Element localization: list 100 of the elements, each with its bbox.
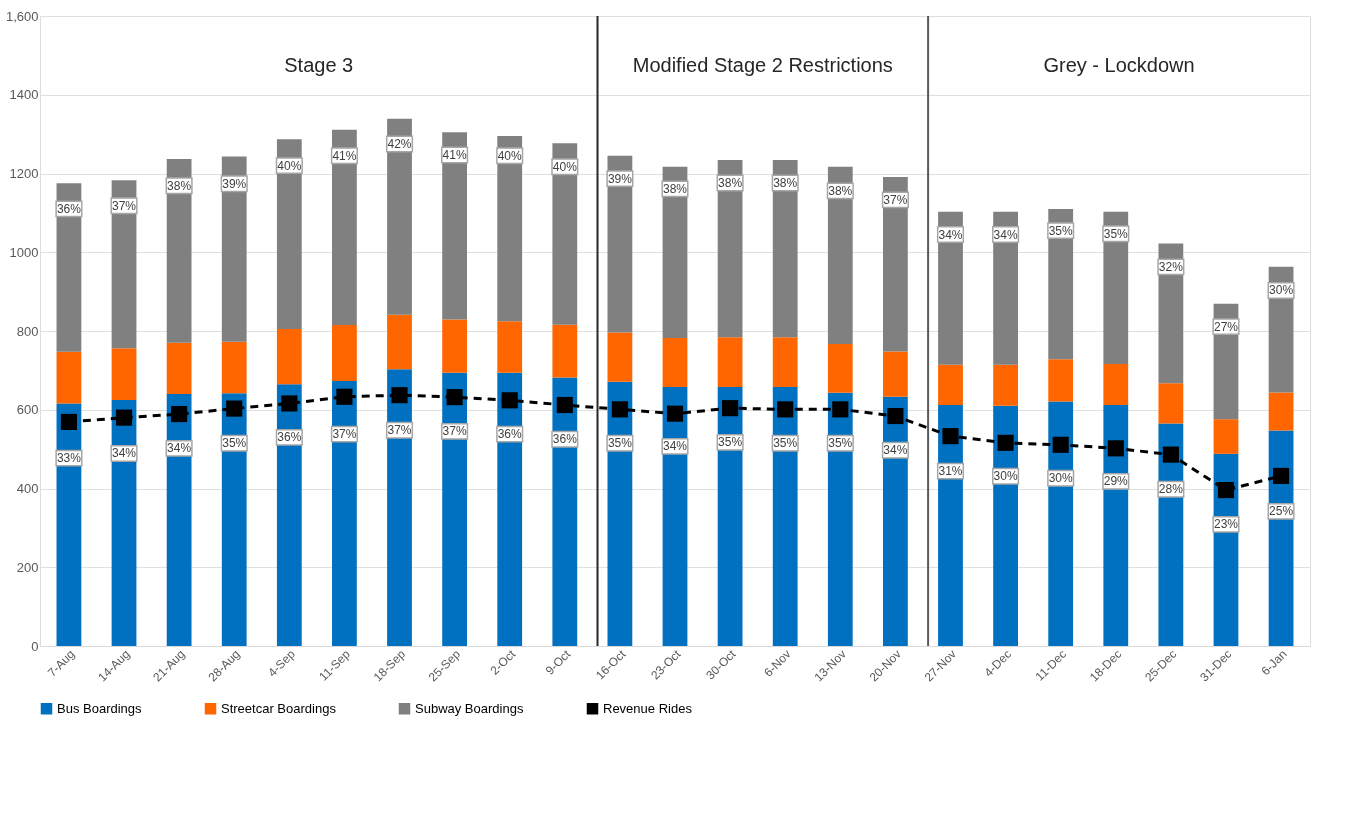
annotation: 35% xyxy=(1048,223,1074,238)
bar xyxy=(276,329,302,385)
annotation: 37% xyxy=(332,427,357,442)
bar xyxy=(1048,401,1074,646)
y-tick-label: 400 xyxy=(16,481,39,496)
bar xyxy=(1048,359,1074,402)
point xyxy=(1273,467,1290,484)
annotation: 28% xyxy=(1158,482,1184,497)
y-tick-label: 600 xyxy=(16,402,39,418)
annotation: 40% xyxy=(552,159,578,174)
bar xyxy=(497,372,523,646)
legend-label: Revenue Rides xyxy=(603,700,693,716)
y-tick-label: 1200 xyxy=(9,166,39,181)
annotation: Modified Stage 2 Restrictions xyxy=(632,54,893,76)
annotation: 35% xyxy=(607,436,633,451)
bar xyxy=(662,338,688,387)
bar xyxy=(993,211,1018,365)
point xyxy=(556,396,573,414)
bar xyxy=(1213,419,1239,454)
point xyxy=(997,434,1014,451)
bar xyxy=(607,332,633,382)
legend-label: Subway Boardings xyxy=(415,700,524,716)
bar xyxy=(1268,392,1294,431)
annotation: 36% xyxy=(552,432,578,447)
bar xyxy=(607,381,633,646)
legend-label: Bus Boardings xyxy=(57,700,143,716)
annotation: 34% xyxy=(167,441,192,456)
annotation: 36% xyxy=(277,430,302,445)
point xyxy=(722,400,739,417)
point xyxy=(446,389,463,406)
annotation: 34% xyxy=(662,439,688,454)
bar xyxy=(56,403,82,646)
bar xyxy=(827,343,853,393)
point xyxy=(60,413,77,431)
annotation: 34% xyxy=(993,227,1018,242)
annotation: 27% xyxy=(1213,319,1239,334)
y-tick-label: 0 xyxy=(31,638,39,654)
bar xyxy=(166,158,192,343)
bar xyxy=(442,319,468,373)
bar xyxy=(882,351,908,397)
bar xyxy=(221,341,247,394)
bar xyxy=(882,177,908,352)
point xyxy=(501,392,518,409)
annotation: 38% xyxy=(167,178,192,193)
annotation: 30% xyxy=(993,469,1018,484)
bar xyxy=(552,324,578,378)
annotation: 23% xyxy=(1213,517,1239,532)
bar xyxy=(442,132,468,320)
annotation: 34% xyxy=(883,443,908,458)
annotation: 38% xyxy=(662,181,688,196)
annotation: 36% xyxy=(497,427,523,442)
point xyxy=(226,400,243,417)
annotation: 41% xyxy=(442,147,467,162)
point xyxy=(832,401,849,418)
annotation: 31% xyxy=(938,464,963,479)
annotation: 35% xyxy=(773,436,798,451)
annotation: Grey - Lockdown xyxy=(1043,54,1195,76)
bar xyxy=(1103,405,1129,646)
point xyxy=(666,405,684,422)
bar xyxy=(717,386,743,646)
bar xyxy=(827,166,853,344)
bar xyxy=(552,377,578,646)
point xyxy=(611,401,628,418)
bar xyxy=(772,337,798,387)
annotation: 38% xyxy=(773,175,798,190)
bar xyxy=(662,386,688,646)
annotation: 35% xyxy=(828,436,853,451)
point xyxy=(115,409,133,426)
bar xyxy=(276,384,302,646)
point xyxy=(1052,436,1069,453)
bar xyxy=(332,325,357,382)
annotation: Stage 3 xyxy=(284,54,354,76)
annotation: 32% xyxy=(1158,259,1184,274)
annotation: 37% xyxy=(387,423,412,438)
bar xyxy=(166,394,192,646)
bar xyxy=(276,139,302,330)
annotation: 40% xyxy=(497,148,523,163)
bar xyxy=(772,160,798,338)
point xyxy=(1107,440,1124,457)
annotation: 39% xyxy=(607,171,633,186)
annotation: 40% xyxy=(277,158,302,173)
annotation: 37% xyxy=(112,198,137,213)
bar xyxy=(387,314,412,370)
annotation: 30% xyxy=(1048,471,1074,486)
annotation: 35% xyxy=(1103,226,1129,241)
legend-label: Streetcar Boardings xyxy=(221,700,337,716)
bar xyxy=(938,211,963,365)
point xyxy=(171,406,188,423)
bar xyxy=(717,337,743,387)
bar xyxy=(332,129,357,326)
annotation: 34% xyxy=(938,227,963,242)
annotation: 38% xyxy=(828,183,853,198)
bar xyxy=(332,381,357,646)
point xyxy=(281,395,298,412)
annotation: 25% xyxy=(1269,504,1294,519)
bar xyxy=(1103,364,1129,406)
bar xyxy=(497,321,523,373)
annotation: 37% xyxy=(883,192,908,207)
bar xyxy=(497,136,523,322)
bar xyxy=(111,348,137,400)
